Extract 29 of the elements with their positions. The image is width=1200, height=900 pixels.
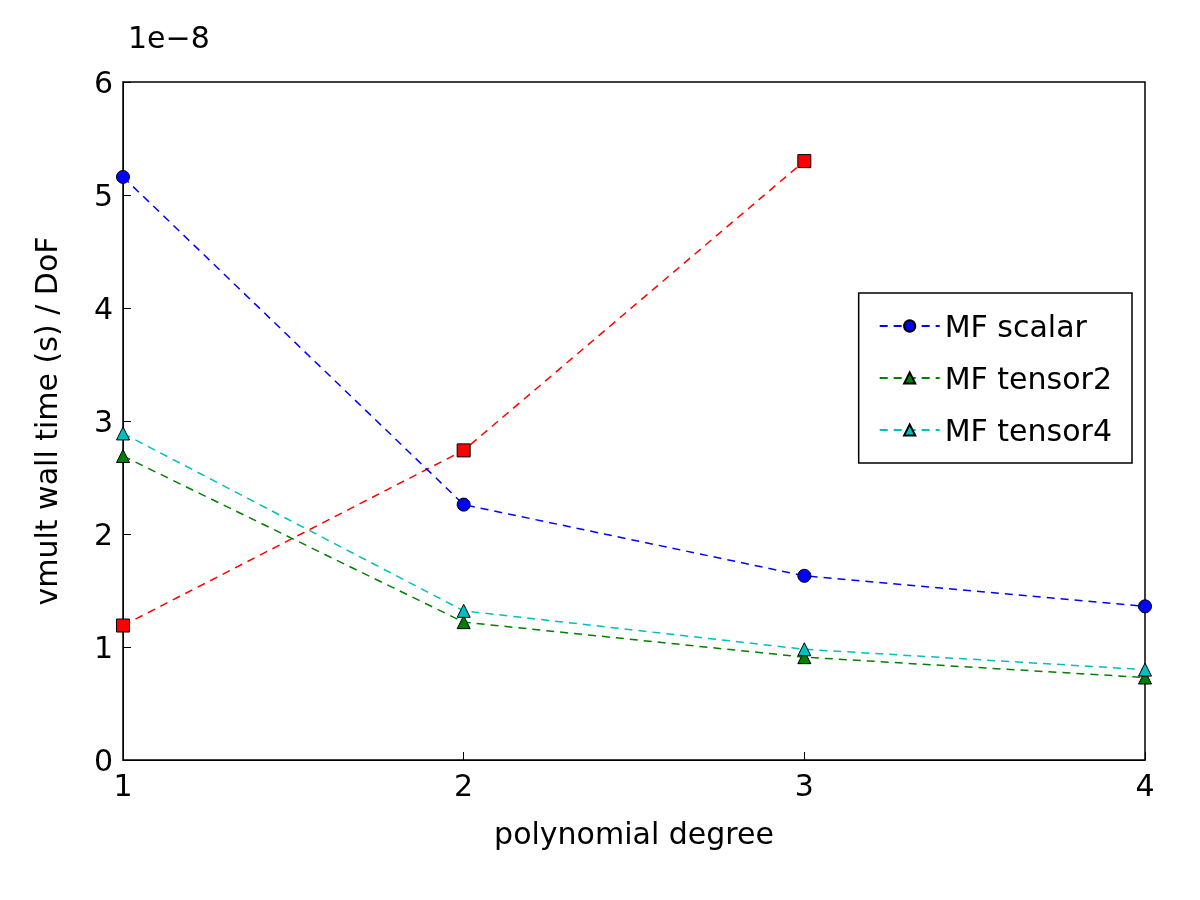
x-tick-label: 2 xyxy=(454,767,474,803)
legend-label: MF scalar xyxy=(944,308,1088,344)
x-axis-title: polynomial degree xyxy=(494,815,774,851)
point xyxy=(1138,662,1152,677)
point xyxy=(456,443,471,458)
point xyxy=(1138,599,1152,614)
point xyxy=(116,449,130,464)
legend-label: MF tensor2 xyxy=(944,360,1113,396)
point xyxy=(456,615,471,630)
text: 1e−8 xyxy=(128,19,210,55)
y-tick-label: 5 xyxy=(93,177,113,213)
y-tick-label: 2 xyxy=(93,516,113,552)
point xyxy=(797,154,812,169)
point xyxy=(797,568,812,583)
y-tick-label: 4 xyxy=(93,290,113,326)
y-tick-label: 3 xyxy=(93,403,113,439)
point xyxy=(456,497,471,512)
point xyxy=(116,426,130,441)
x-tick-label: 3 xyxy=(794,767,814,803)
point xyxy=(456,603,471,618)
y-tick-label: 1 xyxy=(93,629,113,665)
x-tick-label: 4 xyxy=(1135,767,1155,803)
legend-label: MF tensor4 xyxy=(944,412,1113,448)
point xyxy=(116,618,130,633)
y-tick-label: 6 xyxy=(93,64,113,100)
y-tick-label: 0 xyxy=(93,742,113,778)
point xyxy=(797,642,812,657)
point xyxy=(116,169,130,184)
y-axis-title: vmult wall time (s) / DoF xyxy=(28,236,64,606)
